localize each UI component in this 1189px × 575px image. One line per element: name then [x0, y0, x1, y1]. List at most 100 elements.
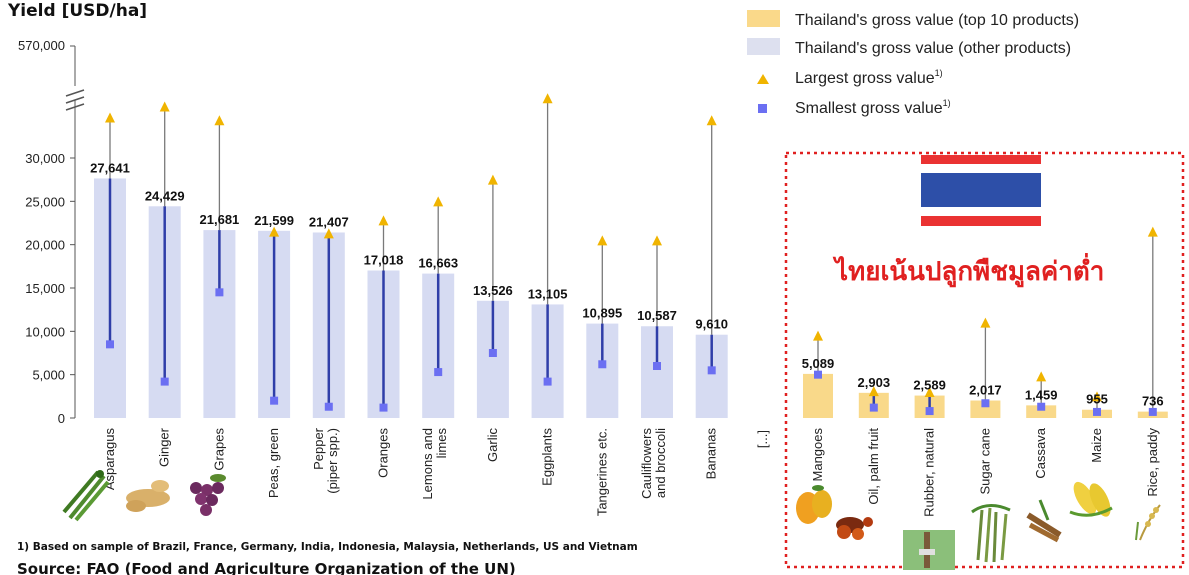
category-label: Oil, palm fruit	[866, 428, 881, 505]
category-label-line: Rice, paddy	[1145, 428, 1160, 497]
category-label-line: Lemons and	[420, 428, 435, 500]
legend-label-smallest: Smallest gross value	[795, 100, 943, 117]
category-label: Bananas	[704, 428, 719, 480]
category-label-line: Oranges	[376, 428, 391, 478]
category-label-line: Tangerines etc.	[594, 428, 609, 516]
category-labels: Asparagus Ginger Grapes Peas, green Pepper (p…	[102, 427, 1160, 517]
y-tick-label: 15,000	[25, 281, 65, 296]
bar	[803, 373, 833, 418]
asparagus-icon	[62, 470, 110, 522]
legend-label-top10: Thailand's gross value (top 10 products)	[795, 12, 1079, 29]
y-tick-label: 10,000	[25, 324, 65, 339]
category-label-line: Grapes	[211, 428, 226, 471]
min-marker	[981, 399, 990, 408]
max-marker	[323, 228, 334, 239]
min-marker	[379, 403, 388, 412]
min-marker	[488, 349, 497, 357]
legend-sup-smallest: 1)	[943, 98, 951, 108]
max-marker	[542, 93, 553, 104]
value-label: 27,641	[90, 160, 130, 175]
min-marker	[106, 340, 114, 349]
category-label-line: Pepper	[311, 427, 326, 470]
grapes-icon	[190, 474, 226, 516]
max-marker	[1036, 371, 1047, 382]
category-label-line: Rubber, natural	[922, 428, 937, 517]
palm-fruit-icon	[836, 517, 873, 540]
category-label-line: Maize	[1089, 428, 1104, 463]
max-marker	[433, 196, 444, 207]
maize-icon	[1069, 481, 1113, 517]
y-tick-label: 570,000	[18, 38, 65, 53]
category-label: Garlic	[485, 428, 500, 462]
category-label: Tangerines etc.	[594, 428, 609, 516]
rice-icon	[1135, 504, 1161, 541]
category-label: Oranges	[376, 428, 391, 478]
bar	[1026, 405, 1057, 418]
value-label: 5,089	[802, 356, 835, 371]
max-marker	[980, 317, 991, 328]
axis-break-mark	[65, 89, 85, 97]
value-label: 955	[1086, 392, 1108, 407]
category-label-line: Garlic	[485, 428, 500, 462]
max-marker	[924, 387, 935, 397]
category-label: Lemons and limes	[420, 428, 449, 500]
rubber-tree-icon	[903, 530, 955, 570]
axis-break-mark	[65, 103, 85, 111]
category-label: Peas, green	[266, 428, 281, 498]
value-label: 21,599	[254, 213, 294, 228]
legend-marker-largest	[757, 74, 769, 84]
min-marker	[1148, 407, 1157, 416]
min-marker	[270, 396, 279, 405]
category-label: Cassava	[1033, 427, 1048, 478]
category-label: Cauliflowers and broccoli	[639, 428, 668, 499]
category-label: Sugar cane	[977, 428, 992, 495]
max-marker	[214, 115, 225, 126]
value-label: 13,105	[528, 286, 568, 301]
category-label: Pepper (piper spp.)	[311, 427, 340, 493]
svg-text:Largest gross value1): Largest gross value1)	[795, 68, 943, 87]
value-label: 10,587	[637, 308, 677, 323]
min-marker	[869, 403, 878, 412]
legend-swatch-other	[747, 38, 780, 55]
value-label: 21,681	[200, 212, 240, 227]
legend-swatch-top10	[747, 10, 780, 27]
max-marker	[813, 330, 823, 341]
min-marker	[160, 377, 169, 386]
max-marker	[269, 226, 280, 237]
thai-annotation: ไทยเน้นปลูกพืชมูลค่าต่ำ	[832, 252, 1104, 288]
legend-marker-smallest	[758, 104, 767, 113]
y-tick-label: 20,000	[25, 238, 65, 253]
y-axis-title: Yield [USD/ha]	[7, 1, 147, 21]
max-marker	[487, 174, 498, 185]
min-marker	[814, 370, 822, 379]
category-label-line: Asparagus	[102, 428, 117, 491]
category-label: Grapes	[211, 428, 226, 471]
legend-label-largest: Largest gross value	[795, 70, 935, 87]
max-marker	[378, 215, 389, 226]
svg-text:Smallest gross value1): Smallest gross value1)	[795, 98, 951, 117]
y-axis: 570,000 0 5,000 10,000 15,000 20,000 25,000 30,…	[18, 38, 85, 426]
highlight-box	[784, 151, 1185, 569]
min-marker	[324, 402, 333, 411]
max-marker	[159, 101, 170, 112]
category-label-line: limes	[434, 428, 449, 459]
axis-break-mark	[65, 96, 85, 104]
bar	[970, 400, 1001, 418]
source-note: Source: FAO (Food and Agriculture Organi…	[17, 560, 516, 575]
y-tick-label: 25,000	[25, 194, 65, 209]
footnote: 1) Based on sample of Brazil, France, Ge…	[17, 541, 638, 553]
sugar-cane-icon	[971, 504, 1011, 563]
category-label-line: and broccoli	[653, 428, 668, 498]
min-marker	[1037, 402, 1046, 411]
value-label: 21,407	[309, 214, 349, 229]
y-tick-label: 0	[58, 411, 65, 426]
category-label-line: Cauliflowers	[639, 428, 654, 499]
min-marker	[1093, 407, 1101, 416]
max-marker	[1147, 226, 1158, 237]
category-label-line: Oil, palm fruit	[866, 428, 881, 505]
bars-layer: 27,641 24,429 21,681 21,599 21,407 17,018 16,6…	[90, 93, 1168, 418]
value-label: 2,017	[969, 383, 1002, 398]
min-marker	[653, 362, 661, 370]
category-label-line: Eggplants	[540, 428, 555, 486]
